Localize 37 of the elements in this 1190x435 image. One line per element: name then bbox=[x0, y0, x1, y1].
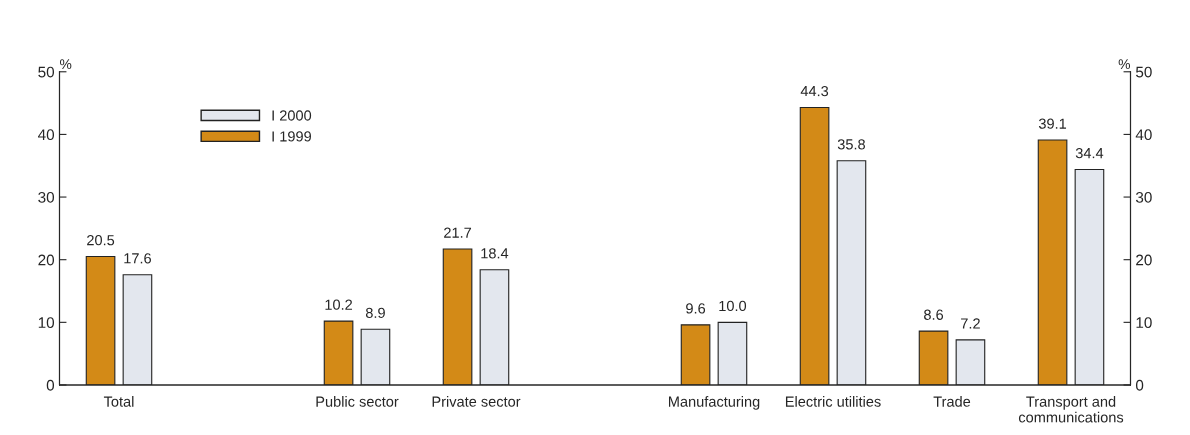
data-label: 8.6 bbox=[924, 309, 944, 320]
x-tick-label: Private sector bbox=[432, 396, 521, 407]
data-label: 21.7 bbox=[444, 227, 472, 238]
x-tick-label: Public sector bbox=[316, 396, 399, 407]
data-label: 39.1 bbox=[1038, 118, 1067, 129]
y-tick-label: 10 bbox=[38, 317, 55, 329]
data-label: 34.4 bbox=[1075, 147, 1104, 159]
data-label: 10.2 bbox=[325, 299, 353, 310]
y2-tick-label: 40 bbox=[1135, 129, 1152, 141]
data-label: 35.8 bbox=[837, 139, 865, 150]
data-label: 8.9 bbox=[365, 307, 385, 319]
data-label: 20.5 bbox=[87, 235, 115, 246]
y-tick-label: 50 bbox=[38, 66, 55, 78]
data-label: 18.4 bbox=[481, 248, 509, 259]
data-label: 10.0 bbox=[719, 300, 747, 312]
legend-label: I 1999 bbox=[272, 131, 311, 142]
x-tick-label: Trade bbox=[933, 396, 971, 407]
y-tick-label: 30 bbox=[38, 191, 55, 203]
y-tick-label: 20 bbox=[38, 254, 55, 266]
y2-axis-title: % bbox=[1118, 59, 1131, 69]
data-label: 44.3 bbox=[800, 85, 829, 97]
y2-tick-label: 50 bbox=[1135, 66, 1152, 78]
y2-tick-label: 10 bbox=[1136, 317, 1152, 329]
y-tick-label: 0 bbox=[46, 379, 55, 391]
y-axis-title: % bbox=[59, 59, 72, 69]
x-tick-label: Transport and communications bbox=[1018, 396, 1124, 423]
y2-tick-label: 30 bbox=[1135, 191, 1152, 203]
data-label: 17.6 bbox=[124, 253, 151, 264]
y-tick-label: 40 bbox=[38, 129, 55, 141]
data-label: 7.2 bbox=[961, 318, 980, 329]
legend-label: I 2000 bbox=[272, 110, 312, 121]
y2-tick-label: 0 bbox=[1135, 379, 1144, 391]
y2-tick-label: 20 bbox=[1136, 254, 1152, 266]
x-tick-label: Electric utilities bbox=[785, 396, 881, 407]
data-label: 9.6 bbox=[686, 303, 706, 314]
x-tick-label: Total bbox=[103, 396, 134, 407]
x-tick-label: Manufacturing bbox=[668, 396, 760, 410]
